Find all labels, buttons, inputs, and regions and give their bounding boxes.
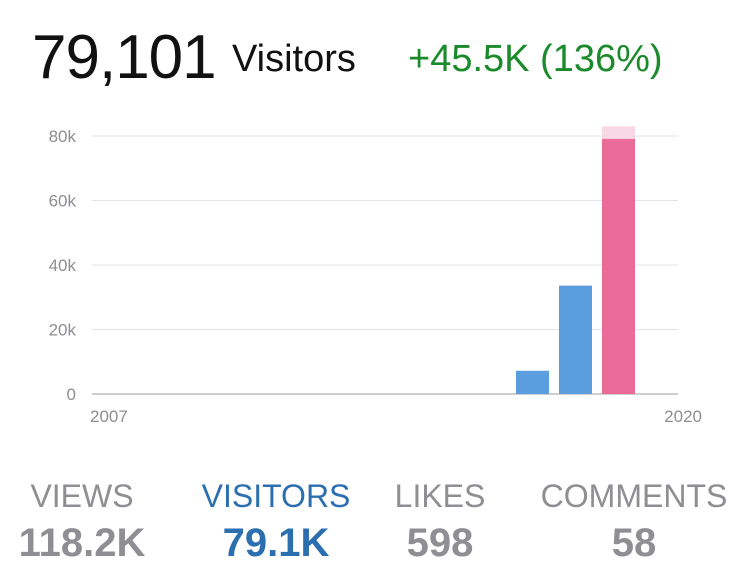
y-tick-label: 60k xyxy=(49,192,77,211)
tab-comments-label: COMMENTS xyxy=(540,478,728,514)
y-tick-label: 80k xyxy=(49,127,77,146)
visitors-bar-chart: 0 20k 40k 60k 80k 2007 2020 xyxy=(49,126,702,426)
tab-likes[interactable]: LIKES 598 xyxy=(380,478,500,566)
y-tick-label: 40k xyxy=(49,256,77,275)
visitor-count: 79,101 xyxy=(32,23,217,92)
metric-label: Visitors xyxy=(232,38,356,80)
x-tick-label-start: 2007 xyxy=(90,407,128,426)
stats-tabs: VIEWS 118.2K VISITORS 79.1K LIKES 598 CO… xyxy=(0,478,750,571)
bar-prior-period xyxy=(559,285,592,394)
bar-current-period xyxy=(602,138,635,394)
tab-likes-value: 598 xyxy=(406,521,474,565)
tab-likes-label: LIKES xyxy=(394,478,486,514)
tab-comments-value: 58 xyxy=(611,521,657,565)
tab-comments[interactable]: COMMENTS 58 xyxy=(534,478,734,566)
tab-visitors-value: 79.1K xyxy=(222,521,330,565)
y-tick-label: 20k xyxy=(49,321,77,340)
x-tick-label-end: 2020 xyxy=(664,407,702,426)
tab-views[interactable]: VIEWS 118.2K xyxy=(12,478,152,566)
tab-views-value: 118.2K xyxy=(18,521,146,565)
change-indicator: +45.5K (136%) xyxy=(408,38,663,80)
tab-views-label: VIEWS xyxy=(30,478,134,514)
bar-prior-period xyxy=(516,370,549,394)
tab-visitors[interactable]: VISITORS 79.1K xyxy=(196,478,356,566)
y-tick-label: 0 xyxy=(67,385,76,404)
tab-visitors-label: VISITORS xyxy=(201,478,351,514)
